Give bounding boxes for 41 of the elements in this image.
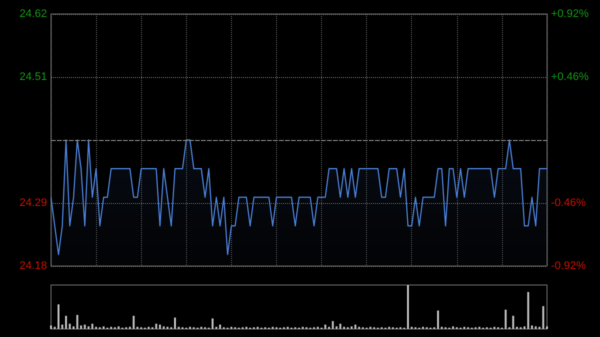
bar: [452, 326, 454, 329]
bar: [158, 324, 161, 329]
bar: [534, 326, 537, 329]
y2-tick-label: -0.46%: [551, 197, 586, 209]
bar: [546, 326, 548, 329]
bar: [527, 292, 530, 329]
bar: [155, 324, 158, 329]
bar: [118, 326, 120, 329]
y-tick-label: 24.18: [19, 260, 47, 272]
bar: [212, 318, 214, 329]
bar: [102, 326, 105, 329]
y-tick-label: 24.29: [19, 197, 47, 209]
y-tick-label: 24.62: [19, 8, 47, 20]
bar: [354, 324, 356, 329]
bar: [84, 324, 86, 329]
bar: [132, 316, 135, 329]
bar: [339, 324, 342, 329]
bar: [174, 318, 176, 329]
bar: [530, 325, 533, 329]
bar: [324, 324, 326, 329]
y-tick-label: 24.51: [19, 71, 47, 83]
bar: [50, 325, 52, 329]
bar: [88, 326, 90, 329]
y2-tick-label: +0.92%: [551, 8, 589, 20]
bar: [68, 324, 71, 329]
bar: [512, 316, 514, 329]
bar: [72, 326, 75, 329]
bar: [65, 316, 68, 329]
y2-tick-label: +0.46%: [551, 71, 589, 83]
bar: [504, 310, 507, 329]
bar: [162, 326, 165, 329]
bar: [542, 306, 544, 329]
bar: [350, 326, 353, 329]
bar: [91, 324, 94, 329]
y2-tick-label: -0.92%: [551, 260, 586, 272]
bar: [332, 321, 334, 329]
bar: [76, 314, 78, 329]
bar: [406, 285, 409, 329]
bar: [437, 310, 440, 329]
bar: [58, 304, 60, 329]
bar: [219, 324, 222, 329]
